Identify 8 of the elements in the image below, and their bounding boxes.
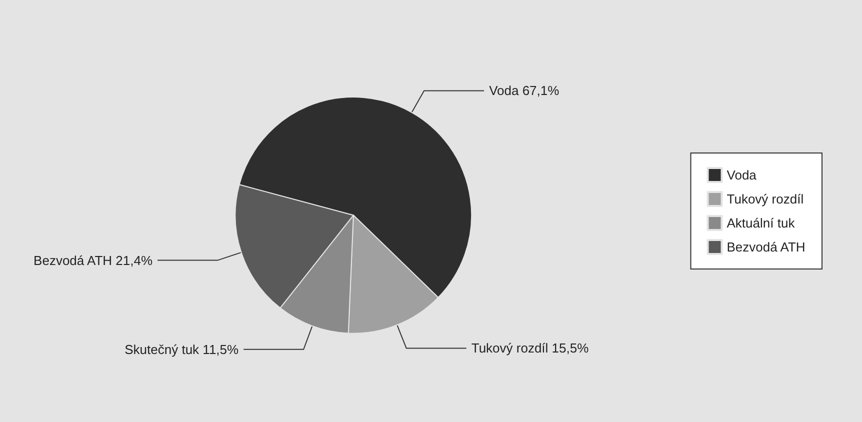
data-label: Voda 67,1% [489, 83, 560, 98]
legend-label: Aktuální tuk [726, 216, 796, 230]
data-label: Skutečný tuk 11,5% [124, 342, 240, 357]
data-label: Bezvodá ATH 21,4% [34, 252, 153, 268]
legend-label: Tukový rozdíl [726, 192, 804, 206]
legend-label: Bezvodá ATH [726, 240, 806, 254]
data-label: Tukový rozdíl 15,5% [471, 340, 590, 356]
legend-label: Voda [726, 168, 758, 182]
